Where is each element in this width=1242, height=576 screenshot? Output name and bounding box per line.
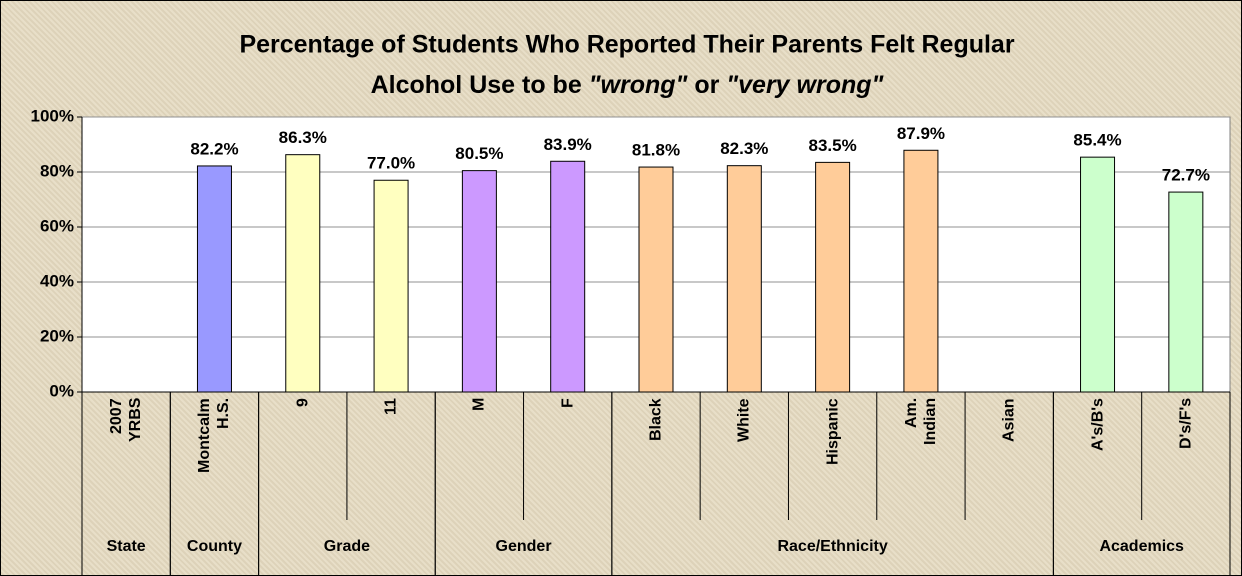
x-tick-label: 9 bbox=[294, 398, 312, 407]
data-label: 83.9% bbox=[544, 135, 592, 154]
y-tick-label: 60% bbox=[40, 216, 74, 235]
x-tick-label: M bbox=[470, 398, 488, 412]
x-tick-label: Am. Indian bbox=[902, 398, 939, 446]
x-tick-label: Hispanic bbox=[824, 398, 842, 465]
y-tick-label: 40% bbox=[40, 271, 74, 290]
group-label: Race/Ethnicity bbox=[777, 538, 888, 555]
bar bbox=[726, 165, 762, 393]
x-tick-label: Montcalm H.S. bbox=[196, 398, 233, 473]
x-tick-label: F bbox=[559, 398, 577, 408]
bar bbox=[550, 160, 586, 393]
chart-title: Percentage of Students Who Reported Thei… bbox=[239, 31, 1014, 59]
data-label: 86.3% bbox=[279, 128, 327, 147]
group-label: Grade bbox=[323, 538, 371, 555]
group-label: State bbox=[106, 538, 146, 555]
y-tick-label: 80% bbox=[40, 161, 74, 180]
y-tick-label: 0% bbox=[49, 381, 74, 400]
bar bbox=[903, 149, 939, 393]
bar bbox=[196, 165, 232, 393]
y-tick-label: 20% bbox=[40, 326, 74, 345]
bar bbox=[815, 161, 851, 393]
bar bbox=[1168, 191, 1204, 393]
bar bbox=[285, 154, 321, 393]
x-tick-label: White bbox=[735, 398, 753, 442]
data-label: 72.7% bbox=[1162, 166, 1210, 185]
chart-title: Alcohol Use to be "wrong" or "very wrong… bbox=[371, 71, 885, 99]
bar bbox=[1080, 156, 1116, 393]
bar bbox=[638, 166, 674, 393]
y-tick-label: 100% bbox=[31, 106, 74, 125]
data-label: 80.5% bbox=[455, 144, 503, 163]
x-tick-label: 11 bbox=[382, 398, 400, 415]
data-label: 85.4% bbox=[1073, 131, 1121, 150]
data-label: 77.0% bbox=[367, 154, 415, 173]
x-tick-label: 2007 YRBS bbox=[108, 398, 145, 443]
group-label: County bbox=[186, 538, 243, 555]
data-label: 87.9% bbox=[897, 124, 945, 143]
group-label: Academics bbox=[1099, 538, 1184, 555]
group-label: Gender bbox=[495, 538, 552, 555]
data-label: 83.5% bbox=[809, 136, 857, 155]
data-label: 81.8% bbox=[632, 141, 680, 160]
x-tick-label: Black bbox=[647, 398, 665, 441]
x-tick-label: A's/B's bbox=[1089, 398, 1107, 451]
x-tick-label: Asian bbox=[1000, 398, 1018, 442]
x-tick-label: D's/F's bbox=[1177, 398, 1195, 450]
bar bbox=[461, 170, 497, 393]
data-label: 82.2% bbox=[190, 139, 238, 158]
bar bbox=[373, 179, 409, 393]
data-label: 82.3% bbox=[720, 139, 768, 158]
